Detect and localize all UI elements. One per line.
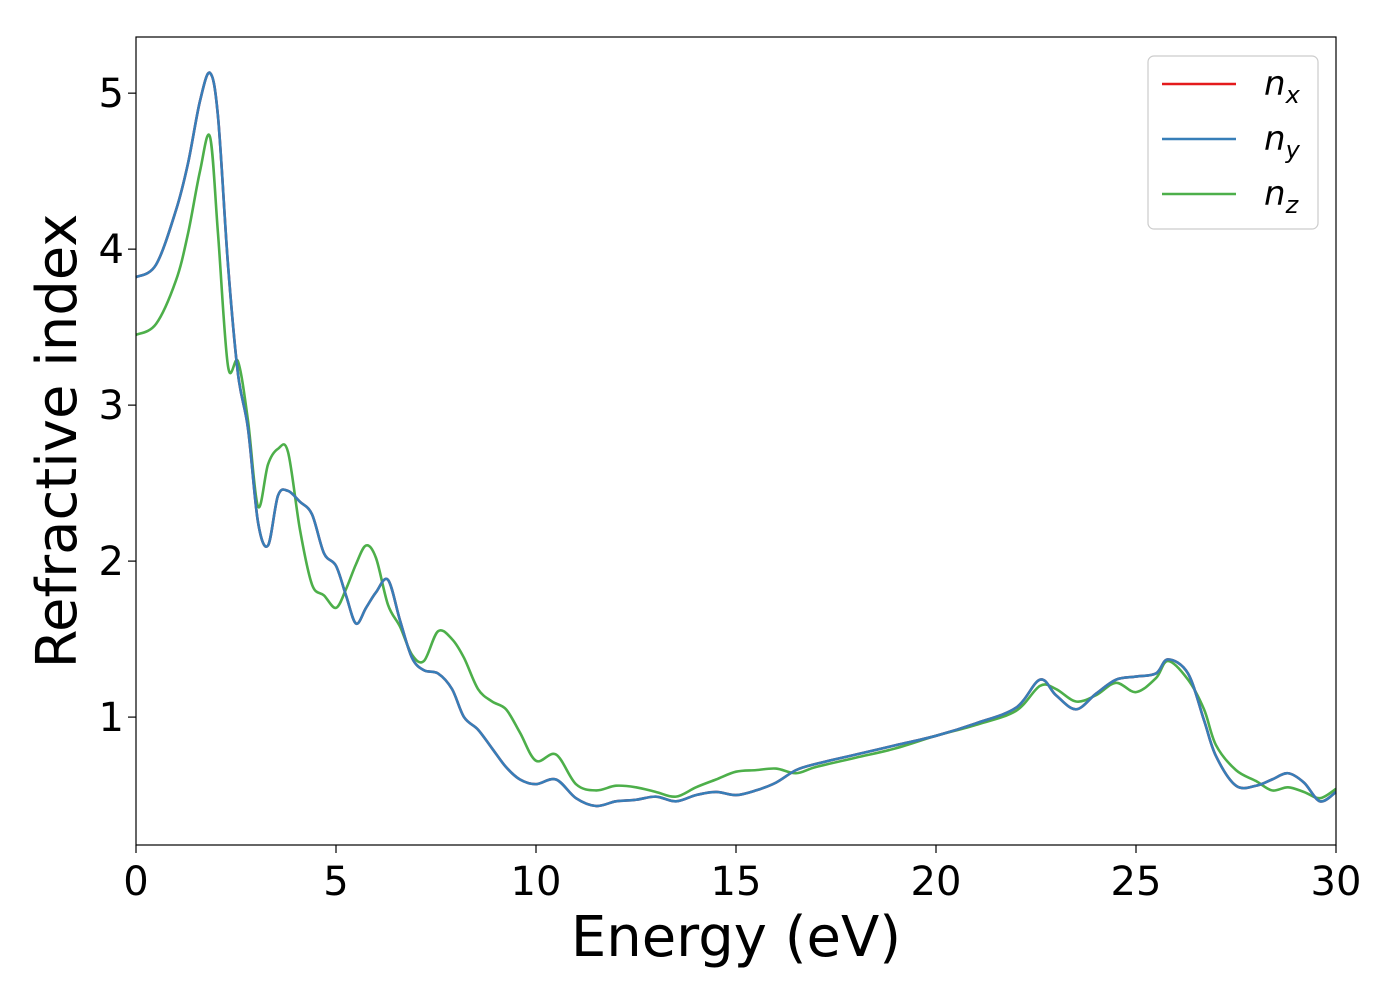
- x-axis-title: Energy (eV): [571, 905, 901, 970]
- y-axis-title: Refractive index: [25, 214, 90, 669]
- series-line-n-y: [135, 71, 1337, 808]
- x-tick-label: 5: [323, 859, 348, 905]
- x-axis-ticks: 0 5 10 15 20 25 30: [123, 845, 1361, 905]
- y-axis-ticks: 1 2 3 4 5: [99, 71, 136, 741]
- y-tick-label: 5: [99, 71, 124, 117]
- y-tick-label: 1: [99, 695, 124, 741]
- legend-label-n-x: nx: [1264, 64, 1301, 109]
- legend-label-base: n: [1264, 64, 1286, 104]
- legend-box: [1147, 55, 1319, 230]
- legend-label-base: n: [1264, 174, 1286, 214]
- x-tick-label: 10: [511, 859, 562, 905]
- y-tick-label: 4: [99, 227, 124, 273]
- x-tick-label: 20: [911, 859, 962, 905]
- legend-label-base: n: [1264, 119, 1286, 159]
- legend-label-subscript: z: [1285, 191, 1300, 219]
- series-layer: [135, 71, 1337, 808]
- x-tick-label: 30: [1311, 859, 1362, 905]
- legend-label-n-z: nz: [1264, 174, 1300, 219]
- y-tick-label: 3: [99, 383, 124, 429]
- x-tick-label: 15: [711, 859, 762, 905]
- series-line-n-z: [135, 133, 1337, 800]
- legend-label-subscript: x: [1285, 81, 1301, 109]
- legend-label-n-y: ny: [1264, 119, 1301, 164]
- y-tick-label: 2: [99, 539, 124, 585]
- x-tick-label: 0: [123, 859, 148, 905]
- x-tick-label: 25: [1111, 859, 1162, 905]
- legend-label-subscript: y: [1285, 136, 1301, 164]
